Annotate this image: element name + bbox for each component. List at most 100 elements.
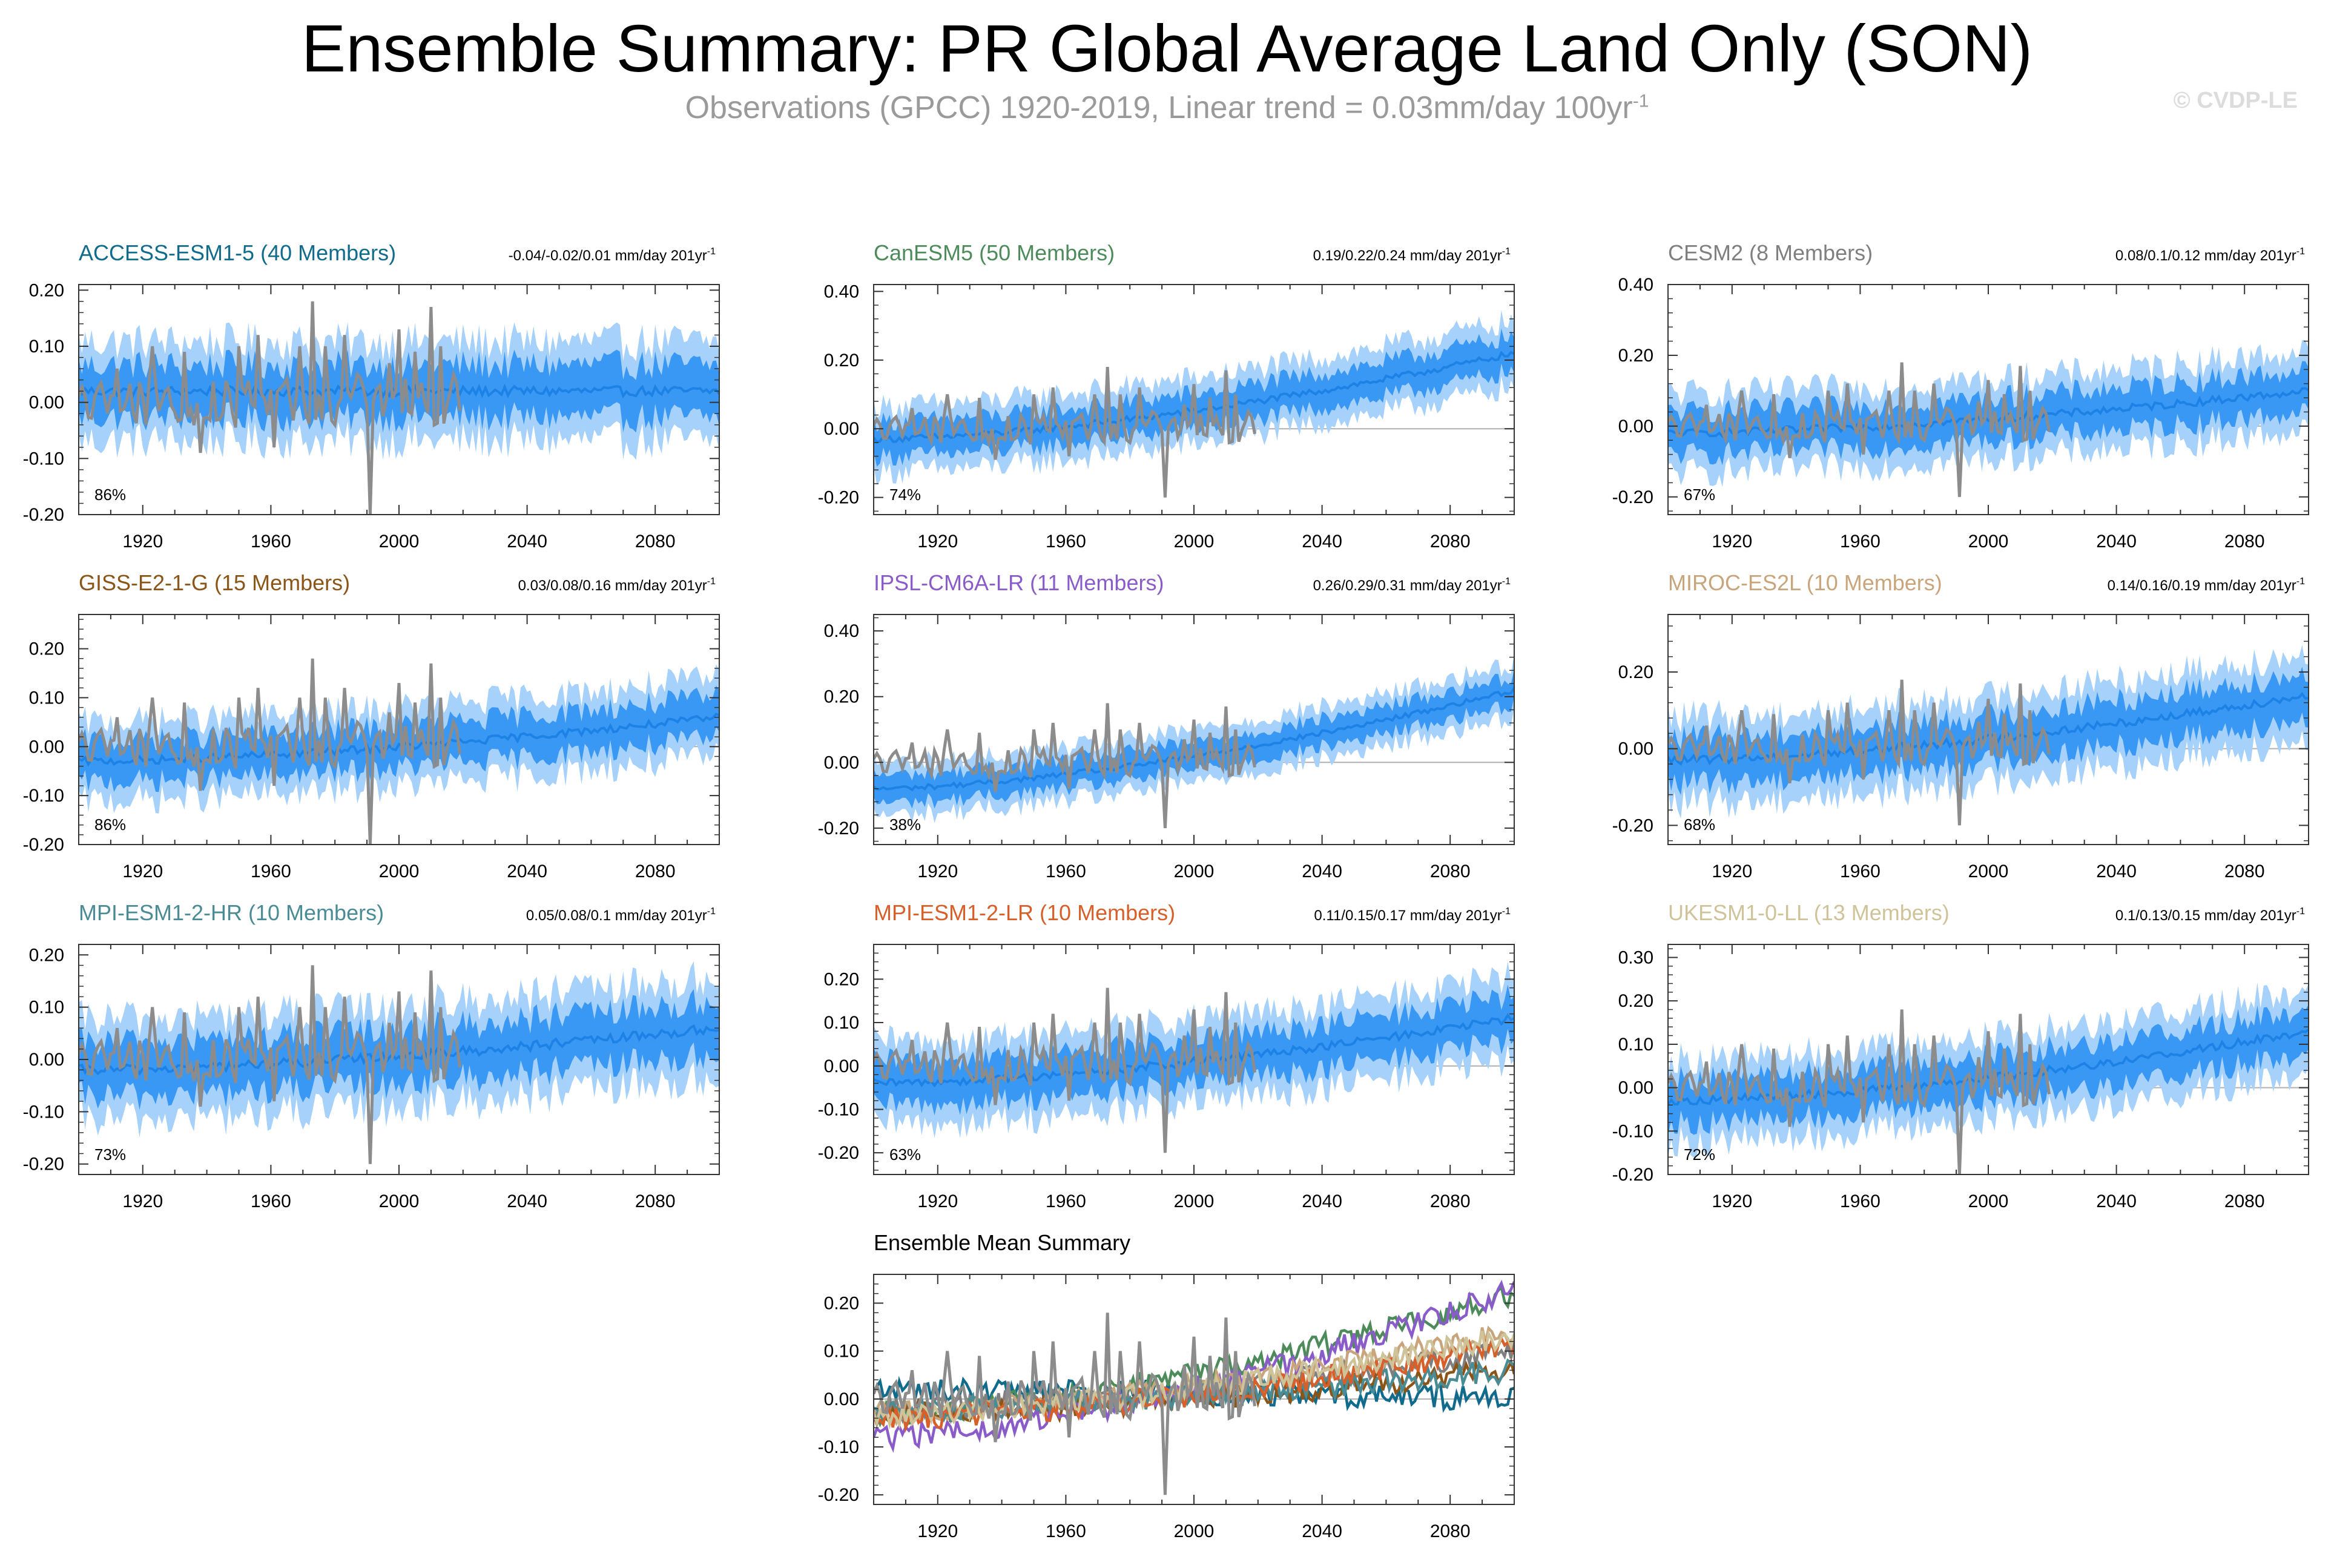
y-tick-label: 0.10	[824, 1013, 859, 1033]
x-tick-label: 2000	[1968, 861, 2009, 881]
x-tick-label: 1920	[917, 1521, 958, 1541]
panel-7: 1920 1960 2000 2040 2080 0.20 0.10 0.00 -0.10 -0.…	[818, 900, 1515, 1211]
percent-label: 68%	[1684, 815, 1715, 834]
trend-text: 0.26/0.29/0.31 mm/day 201yr	[1313, 578, 1502, 594]
x-tick-label: 2000	[1174, 1191, 1215, 1211]
x-tick-label: 2000	[379, 861, 420, 881]
percent-label: 67%	[1684, 486, 1715, 504]
x-tick-label: 1960	[1840, 861, 1881, 881]
x-tick-label: 2000	[379, 532, 420, 552]
ensemble-mean-line	[874, 351, 1514, 444]
percent-label: 73%	[94, 1145, 126, 1164]
panel-title: CESM2 (8 Members)	[1668, 240, 1873, 265]
trend-superscript: -1	[2296, 246, 2305, 257]
trend-text: 0.14/0.16/0.19 mm/day 201yr	[2108, 578, 2296, 594]
observations-line	[874, 987, 1256, 1153]
plot-area	[874, 310, 1514, 498]
x-tick-label: 2000	[1968, 532, 2009, 552]
x-tick-label: 2080	[2224, 532, 2265, 552]
x-tick-label: 2000	[1968, 1191, 2009, 1211]
x-tick-label: 2080	[1430, 861, 1471, 881]
series-line-ukesm1-0-ll	[874, 1329, 1514, 1430]
x-tick-label: 2000	[1174, 1521, 1215, 1541]
y-tick-label: 0.00	[29, 393, 64, 413]
inner-spread-band	[874, 984, 1514, 1116]
page-title: Ensemble Summary: PR Global Average Land…	[301, 12, 2033, 86]
percent-label: 63%	[889, 1145, 921, 1164]
y-tick-label: -0.20	[1612, 1165, 1653, 1185]
panel-4: 1920 1960 2000 2040 2080 0.40 0.20 0.00 -0.20 IPS…	[818, 570, 1515, 881]
y-tick-label: 0.10	[29, 337, 64, 357]
x-tick-label: 1960	[1840, 532, 1881, 552]
x-tick-label: 1920	[917, 861, 958, 881]
trend-text: 0.11/0.15/0.17 mm/day 201yr	[1314, 908, 1502, 924]
y-tick-label: 0.20	[29, 280, 64, 300]
trend-text: 0.05/0.08/0.1 mm/day 201yr	[526, 908, 707, 924]
panel-8: 1920 1960 2000 2040 2080 0.30 0.20 0.10 0.00 -0.1…	[1612, 900, 2309, 1211]
plot-area	[1668, 340, 2309, 497]
x-tick-label: 1920	[122, 861, 163, 881]
y-tick-label: 0.00	[824, 1389, 859, 1409]
x-tick-label: 1960	[251, 532, 291, 552]
y-tick-label: 0.40	[824, 282, 859, 301]
trend-annotation: 0.05/0.08/0.1 mm/day 201yr-1	[526, 906, 716, 924]
y-tick-label: 0.10	[29, 688, 64, 708]
trend-text: 0.03/0.08/0.16 mm/day 201yr	[518, 578, 707, 594]
x-tick-label: 2080	[1430, 532, 1471, 552]
inner-spread-band	[1668, 667, 2309, 796]
page-subtitle: Observations (GPCC) 1920-2019, Linear tr…	[0, 90, 2334, 126]
x-tick-label: 2080	[635, 861, 676, 881]
inner-spread-band	[1668, 361, 2309, 466]
y-tick-label: 0.00	[1618, 1078, 1653, 1098]
x-tick-label: 2000	[1174, 861, 1215, 881]
plot-area	[79, 301, 719, 515]
y-tick-label: -0.10	[23, 786, 64, 806]
x-tick-label: 1960	[1840, 1191, 1881, 1211]
ensemble-mean-line	[79, 1024, 719, 1076]
trend-annotation: 0.14/0.16/0.19 mm/day 201yr-1	[2108, 576, 2306, 594]
x-tick-label: 1920	[1712, 532, 1752, 552]
y-tick-label: -0.20	[1612, 487, 1653, 507]
panel-title: MIROC-ES2L (10 Members)	[1668, 570, 1942, 595]
observations-line	[79, 658, 461, 845]
y-tick-label: -0.20	[818, 1143, 859, 1163]
x-tick-label: 2080	[2224, 1191, 2265, 1211]
trend-text: 0.19/0.22/0.24 mm/day 201yr	[1313, 248, 1502, 264]
x-tick-label: 1960	[1046, 532, 1086, 552]
observations-line	[1668, 679, 2051, 826]
x-tick-label: 2040	[507, 532, 547, 552]
x-tick-label: 2040	[2096, 532, 2137, 552]
trend-superscript: -1	[707, 246, 716, 257]
inner-spread-band	[874, 668, 1514, 809]
plot-area	[1668, 645, 2309, 826]
y-tick-label: 0.20	[1618, 991, 1653, 1011]
x-tick-label: 2040	[1302, 1521, 1342, 1541]
x-tick-label: 2000	[379, 1191, 420, 1211]
x-tick-label: 1960	[1046, 861, 1086, 881]
inner-spread-band	[79, 989, 719, 1110]
observations-line	[874, 366, 1256, 498]
percent-label: 38%	[889, 815, 921, 834]
trend-annotation: -0.04/-0.02/0.01 mm/day 201yr-1	[509, 246, 716, 264]
trend-superscript: -1	[2296, 576, 2305, 587]
observations-line	[874, 703, 1256, 829]
x-tick-label: 1920	[1712, 1191, 1752, 1211]
y-tick-label: 0.10	[824, 1342, 859, 1362]
panel-1: 1920 1960 2000 2040 2080 0.40 0.20 0.00 -0.20 Can…	[818, 240, 1515, 552]
panel-title: GISS-E2-1-G (15 Members)	[79, 570, 350, 595]
plot-area	[874, 961, 1514, 1153]
y-tick-label: -0.20	[23, 1155, 64, 1174]
observations-line	[79, 965, 461, 1164]
y-tick-label: 0.40	[1618, 275, 1653, 295]
y-tick-label: 0.40	[824, 621, 859, 641]
y-tick-label: 0.10	[29, 998, 64, 1018]
panel-title: CanESM5 (50 Members)	[874, 240, 1115, 265]
observations-line	[79, 301, 461, 515]
ensemble-mean-line	[874, 1013, 1514, 1088]
x-tick-label: 2080	[1430, 1521, 1471, 1541]
panel-2: 1920 1960 2000 2040 2080 0.40 0.20 0.00 -0.20 CES…	[1612, 240, 2309, 552]
y-tick-label: 0.00	[824, 419, 859, 439]
y-tick-label: 0.30	[1618, 948, 1653, 968]
y-tick-label: -0.20	[1612, 815, 1653, 835]
y-tick-label: 0.00	[1618, 417, 1653, 436]
